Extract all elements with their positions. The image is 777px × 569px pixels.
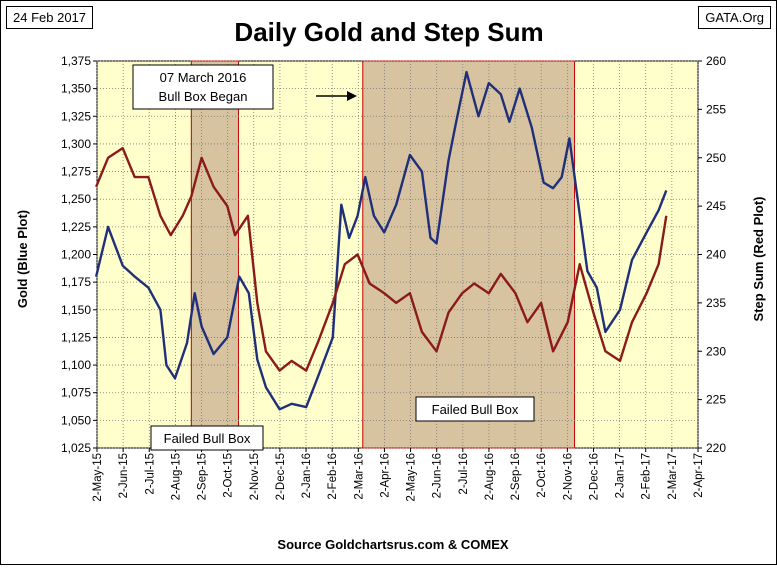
y-tick-label-9: 1,250 (61, 192, 91, 206)
y-tick-label-11: 1,300 (61, 137, 91, 151)
y2-tick-label-8: 260 (706, 54, 726, 68)
y2-tick-label-6: 250 (706, 151, 726, 165)
x-tick-label-7: 2-Dec-15 (275, 453, 287, 500)
x-tick-label-6: 2-Nov-15 (249, 453, 261, 500)
x-tick-label-22: 2-Mar-17 (667, 453, 679, 500)
box-label-1: Failed Bull Box (164, 431, 251, 446)
x-tick-label-13: 2-Jun-16 (432, 453, 444, 498)
y-tick-label-14: 1,375 (61, 54, 91, 68)
x-tick-label-10: 2-Mar-16 (353, 453, 365, 500)
x-tick-label-3: 2-Aug-15 (170, 453, 182, 500)
x-axis-label: Source Goldchartsrus.com & COMEX (277, 537, 508, 552)
y2-tick-label-1: 225 (706, 393, 726, 407)
box-label-2: Failed Bull Box (432, 402, 519, 417)
y2-tick-label-5: 245 (706, 199, 726, 213)
y-tick-label-10: 1,275 (61, 165, 91, 179)
y2-axis-label: Step Sum (Red Plot) (751, 197, 766, 322)
x-tick-label-5: 2-Oct-15 (223, 453, 235, 498)
y-tick-label-1: 1,050 (61, 413, 91, 427)
y-tick-label-5: 1,150 (61, 303, 91, 317)
y-tick-label-7: 1,200 (61, 248, 91, 262)
x-tick-label-17: 2-Oct-16 (536, 453, 548, 498)
x-tick-label-8: 2-Jan-16 (301, 453, 313, 498)
x-tick-label-2: 2-Jul-15 (144, 453, 156, 495)
x-tick-label-14: 2-Jul-16 (458, 453, 470, 495)
y-tick-label-13: 1,350 (61, 82, 91, 96)
y-axis-label: Gold (Blue Plot) (15, 210, 30, 308)
x-tick-label-21: 2-Feb-17 (641, 453, 653, 500)
x-tick-label-4: 2-Sep-15 (197, 453, 209, 500)
annotation-line-2: Bull Box Began (159, 89, 248, 104)
y2-tick-label-7: 255 (706, 102, 726, 116)
x-tick-label-19: 2-Dec-16 (588, 453, 600, 500)
x-tick-label-15: 2-Aug-16 (484, 453, 496, 500)
y-tick-label-4: 1,125 (61, 330, 91, 344)
x-tick-label-20: 2-Jan-17 (615, 453, 627, 498)
x-tick-label-0: 2-May-15 (92, 453, 104, 502)
y-tick-label-12: 1,325 (61, 109, 91, 123)
x-tick-label-1: 2-Jun-15 (118, 453, 130, 498)
x-tick-label-18: 2-Nov-16 (562, 453, 574, 500)
y-tick-label-8: 1,225 (61, 220, 91, 234)
y2-tick-label-3: 235 (706, 296, 726, 310)
y2-tick-label-2: 230 (706, 344, 726, 358)
x-tick-label-16: 2-Sep-16 (510, 453, 522, 500)
source-tag: GATA.Org (698, 6, 771, 29)
x-tick-label-12: 2-May-16 (406, 453, 418, 502)
y-tick-label-3: 1,100 (61, 358, 91, 372)
chart-title: Daily Gold and Step Sum (234, 17, 543, 47)
x-tick-label-23: 2-Apr-17 (693, 453, 705, 498)
date-tag: 24 Feb 2017 (6, 6, 93, 29)
y-tick-label-0: 1,025 (61, 441, 91, 455)
y2-tick-label-4: 240 (706, 248, 726, 262)
y-tick-label-2: 1,075 (61, 386, 91, 400)
x-tick-label-9: 2-Feb-16 (327, 453, 339, 500)
x-tick-label-11: 2-Apr-16 (379, 453, 391, 498)
y-tick-label-6: 1,175 (61, 275, 91, 289)
y2-tick-label-0: 220 (706, 441, 726, 455)
annotation-line-1: 07 March 2016 (160, 70, 247, 85)
